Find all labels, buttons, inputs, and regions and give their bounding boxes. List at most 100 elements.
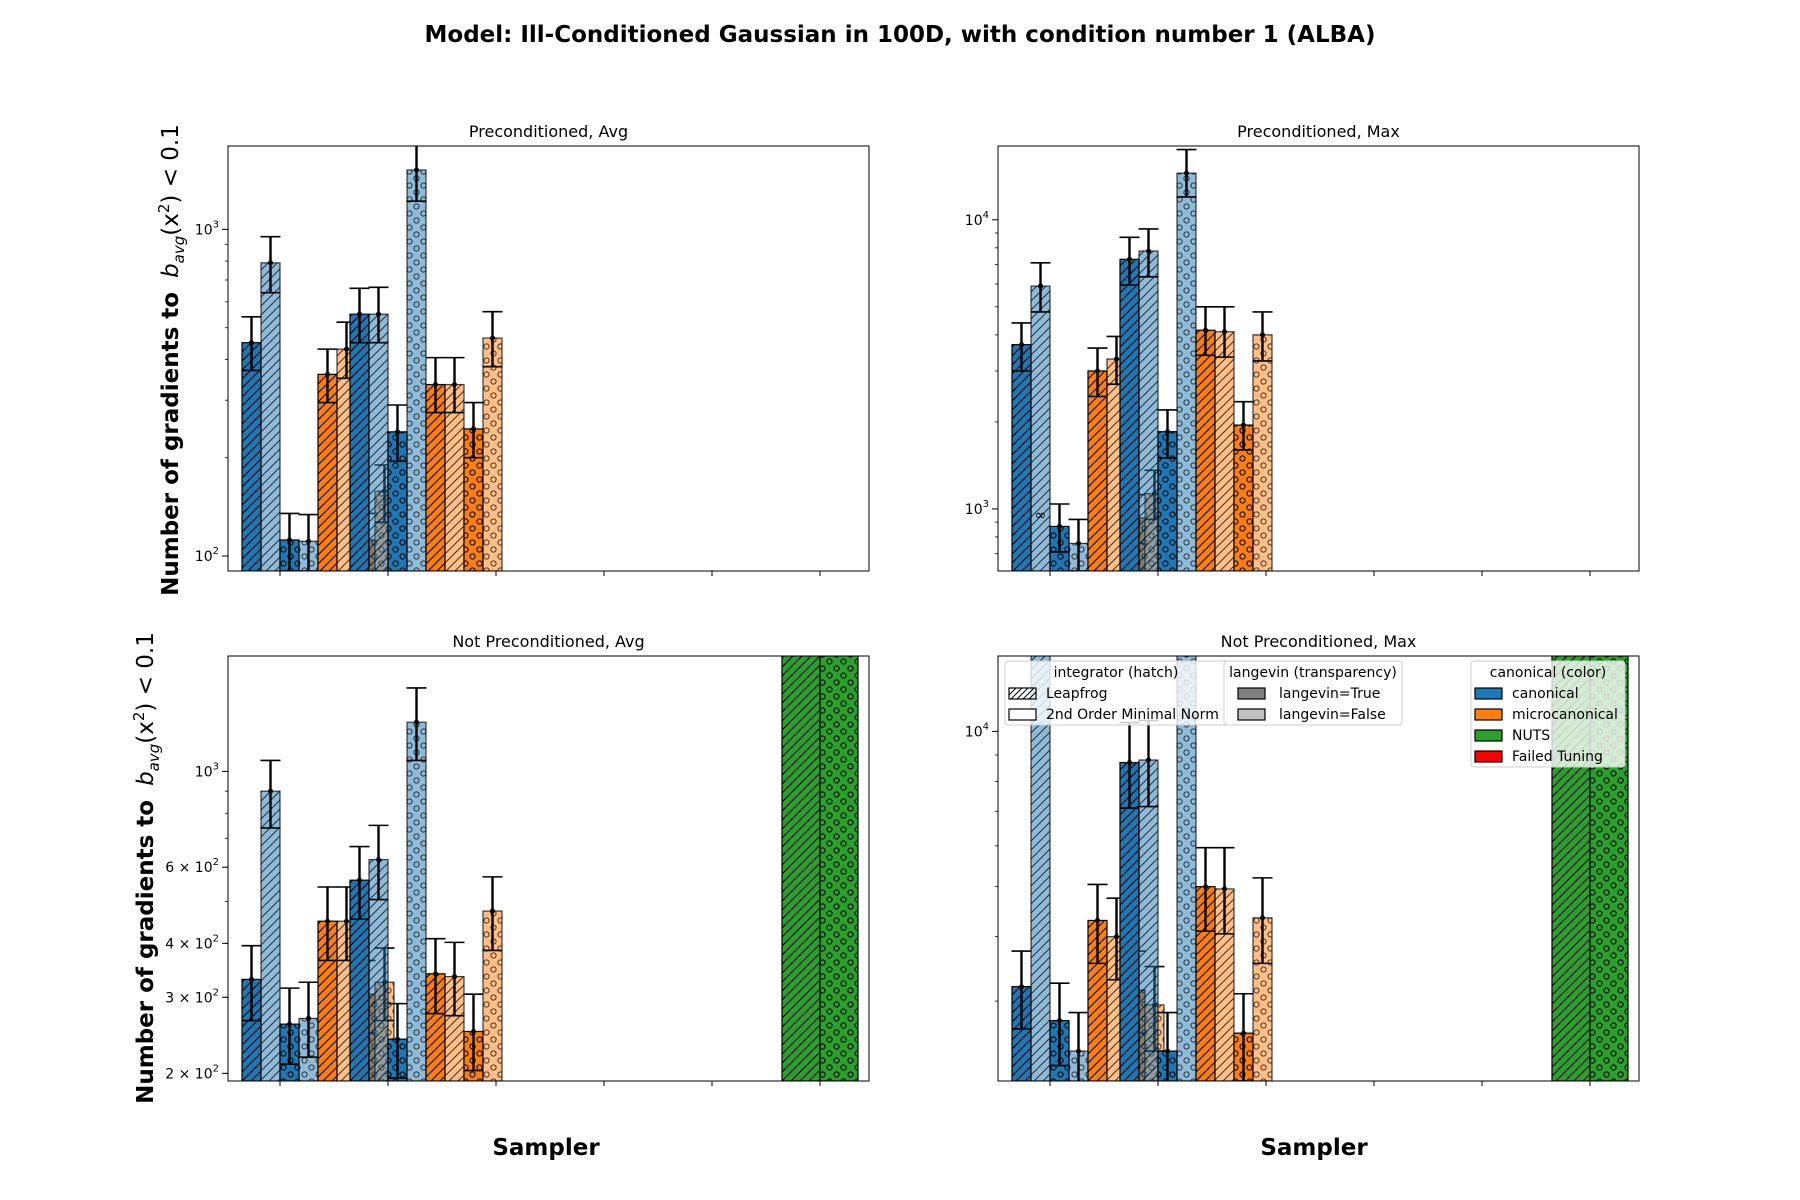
error-bar-center xyxy=(1203,884,1208,890)
bar-canonical-leapfrog-langevin-false xyxy=(1030,285,1051,571)
y-tick-label-exponent: 3 xyxy=(213,219,219,230)
error-bar xyxy=(482,876,503,952)
bar-hatch xyxy=(426,973,445,1081)
error-bar-center xyxy=(1127,760,1132,766)
error-bar-center xyxy=(1057,1018,1062,1024)
error-bar xyxy=(1252,877,1273,965)
error-bar xyxy=(406,687,427,762)
bar-hatch xyxy=(242,342,261,571)
error-bar xyxy=(387,404,408,463)
error-bar xyxy=(279,987,300,1065)
legend-microcanonical-swatch xyxy=(1474,708,1503,721)
y-tick-label-exponent: 2 xyxy=(213,546,219,557)
bar-hatch xyxy=(407,722,426,1081)
y-tick-label: 104 xyxy=(965,721,989,740)
legend-canonical-frame xyxy=(1470,660,1626,768)
error-bar-center xyxy=(268,788,273,794)
error-bar-center xyxy=(344,918,349,924)
error-bar-center xyxy=(1165,429,1170,435)
error-bar xyxy=(1157,409,1178,459)
legend-minimal-norm-label: 2nd Order Minimal Norm xyxy=(1046,707,1219,723)
bar-hatch xyxy=(1590,656,1628,1081)
legend-canonical-swatch xyxy=(1474,687,1503,700)
error-bar-center xyxy=(1241,422,1246,428)
bar-canonical-leapfrog-langevin-true xyxy=(1119,761,1140,1081)
y-tick-label: 103 xyxy=(195,761,219,780)
error-bar-center xyxy=(249,340,254,346)
y-tick-label-exponent: 3 xyxy=(213,761,219,772)
bar-microcanonical-minimal-norm-langevin-false xyxy=(1252,334,1273,571)
legend-nuts-swatch xyxy=(1474,729,1503,742)
error-bar xyxy=(1195,306,1216,357)
legend-langevin-false-swatch xyxy=(1237,708,1266,721)
error-bar-center xyxy=(490,908,495,914)
bar-canonical-leapfrog-langevin-true xyxy=(241,978,262,1081)
bar-hatch xyxy=(1253,917,1272,1081)
bar-hatch xyxy=(1215,331,1234,571)
error-bar-center xyxy=(1038,283,1043,289)
legend-canonical-label: canonical xyxy=(1512,686,1579,702)
y-axis-label-bottom-bold: Number of gradients to xyxy=(133,800,159,1104)
legend-langevin-true-label: langevin=True xyxy=(1279,686,1380,702)
bar-NUTS-minimal-norm-langevin-true xyxy=(1589,656,1629,1081)
error-bar-center xyxy=(414,167,419,173)
error-bar-center xyxy=(1241,1030,1246,1036)
error-bar-center xyxy=(306,1015,311,1021)
error-bar-center xyxy=(1019,984,1024,990)
y-tick-label: 103 xyxy=(965,499,989,518)
y-tick-label-base: 10 xyxy=(965,724,983,740)
bar-canonical-minimal-norm-langevin-false xyxy=(406,721,427,1081)
y-tick-label-exponent: 2 xyxy=(213,987,219,998)
bar-hatch xyxy=(445,384,464,571)
error-bar xyxy=(1011,322,1032,372)
bar-microcanonical-leapfrog-langevin-false xyxy=(444,383,465,571)
error-bar xyxy=(463,401,484,459)
y-tick-label: 103 xyxy=(195,219,219,238)
legend-leapfrog-label: Leapfrog xyxy=(1046,686,1107,702)
bar-microcanonical-leapfrog-langevin-false xyxy=(444,975,465,1081)
y-axis-label-bottom-math-rest: (x xyxy=(133,721,159,744)
error-bar xyxy=(387,1002,408,1079)
bar-hatch xyxy=(1120,762,1139,1081)
bar-microcanonical-minimal-norm-langevin-false xyxy=(1252,917,1273,1081)
y-tick-label-exponent: 4 xyxy=(983,210,989,221)
error-bar-center xyxy=(471,426,476,432)
y-tick-label-base: 10 xyxy=(195,549,213,565)
legend-leapfrog-swatch xyxy=(1008,687,1037,700)
error-bar xyxy=(1214,306,1235,358)
bar-canonical-minimal-norm-langevin-false xyxy=(1176,172,1197,571)
bar-NUTS-leapfrog-langevin-true xyxy=(1551,656,1591,1081)
bar-hatch xyxy=(242,979,261,1081)
error-bar-center xyxy=(1076,540,1081,546)
error-bar xyxy=(298,513,319,571)
y-tick-label: 102 xyxy=(195,546,219,565)
error-bar-center xyxy=(249,976,254,982)
bar-hatch xyxy=(483,338,502,571)
bar-hatch xyxy=(1120,259,1139,571)
y-tick-label-base: 10 xyxy=(965,502,983,518)
y-tick-label-exponent: 4 xyxy=(983,721,989,732)
bar-hatch xyxy=(261,791,280,1081)
bar-canonical-leapfrog-langevin-true xyxy=(241,342,262,571)
bar-hatch xyxy=(1139,251,1158,571)
bar-microcanonical-leapfrog-langevin-true xyxy=(1195,329,1216,571)
bar-NUTS-leapfrog-langevin-true xyxy=(781,656,821,1081)
bar-microcanonical-minimal-norm-langevin-true xyxy=(1233,424,1254,571)
error-bar-center xyxy=(325,918,330,924)
bar-hatch xyxy=(369,859,388,1081)
legend-failed-tuning-label: Failed Tuning xyxy=(1512,749,1603,765)
error-bar-center xyxy=(1095,917,1100,923)
axes-frame xyxy=(227,655,870,1082)
error-bar-center xyxy=(395,429,400,435)
bar-canonical-leapfrog-langevin-false xyxy=(1138,250,1159,571)
axes-frame xyxy=(997,145,1640,572)
error-bar xyxy=(1138,228,1159,278)
bar-canonical-leapfrog-langevin-false xyxy=(260,262,281,571)
y-axis-label-bottom-math-tail: ) < 0.1 xyxy=(133,632,159,711)
bar-microcanonical-leapfrog-langevin-true xyxy=(425,383,446,571)
error-bar xyxy=(444,356,465,414)
bar-hatch xyxy=(318,374,337,571)
bar-hatch xyxy=(1196,330,1215,571)
error-bar xyxy=(1233,992,1254,1081)
